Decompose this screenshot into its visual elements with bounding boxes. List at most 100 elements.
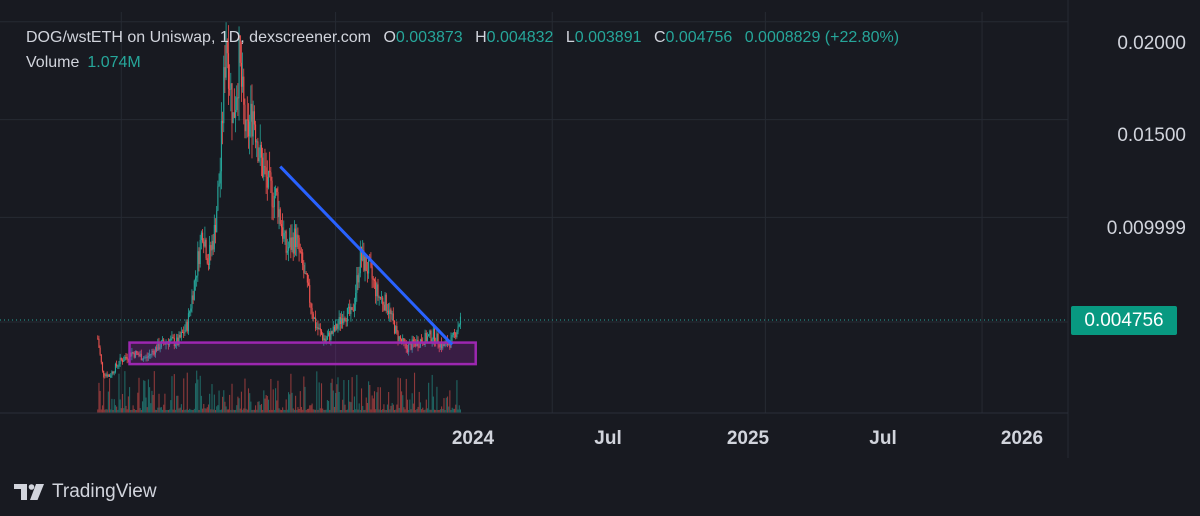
candle-body [146,356,148,358]
candle-body [292,237,294,254]
candle-body [258,157,260,162]
volume-bar [298,409,300,413]
candle-body [249,121,251,137]
candle-body [278,209,280,218]
volume-bar [363,409,365,413]
volume-bar [452,408,454,413]
candle-body [212,240,214,250]
candle-body [458,324,460,327]
volume-bar [337,377,339,413]
candle-body [345,320,347,322]
candle-body [123,360,125,362]
volume-bar [312,409,314,413]
volume-bar [185,409,187,413]
candle-body [344,318,346,321]
volume-bar [404,409,406,413]
candle-body [386,310,389,312]
volume-bar [107,391,109,413]
volume-bar [194,383,197,413]
volume-bar [197,379,199,413]
volume-bar [273,409,275,413]
candle-body [103,370,105,375]
candle-body [423,343,425,345]
volume-bar [372,398,374,413]
volume-bar [423,409,425,413]
x-tick-label: Jul [594,428,622,449]
candle-body [377,284,379,298]
volume-bar [332,390,334,413]
candle-body [331,331,333,334]
volume-bar [326,400,328,413]
candle-body [189,311,191,314]
volume-bar [112,409,114,413]
candle-body [266,176,268,188]
candle-body [150,354,152,356]
candle-body [326,336,328,340]
volume-bar [304,386,306,413]
candle-body [219,171,221,184]
candle-body [134,351,137,358]
volume-bar [413,372,416,413]
candle-body [323,338,325,341]
volume-bar [296,409,298,413]
volume-bar [322,408,324,413]
candle-body [176,337,178,345]
candle-body [211,240,213,251]
volume-bar [237,396,239,413]
candle-body [452,332,454,336]
candle-body [239,35,241,63]
candle-body [296,234,298,248]
candle-body [257,141,259,162]
candle-body [178,335,180,346]
volume-bar [343,380,345,413]
volume-bar [285,399,287,413]
candle-body [357,275,359,283]
candle-body [114,363,116,373]
candle-body [389,309,391,315]
volume-bar [205,408,207,413]
volume-bar [104,409,106,413]
volume-bar [126,409,128,413]
volume-value: 1.074M [87,54,141,71]
volume-bar [167,409,169,413]
volume-bar [144,380,146,413]
volume-bar [206,407,208,413]
candle-body [100,354,102,363]
volume-bar [437,409,439,413]
volume-bar [429,409,431,413]
volume-bar [202,408,204,413]
candle-body [111,371,113,376]
volume-bar [355,409,357,413]
volume-bar [210,409,212,413]
candle-body [287,246,290,251]
x-tick-label: 2026 [1000,428,1044,449]
volume-bar [317,409,319,413]
volume-bar [211,384,213,413]
candle-body [124,356,126,361]
tradingview-logo[interactable]: TradingView [14,479,157,505]
candle-body [349,306,351,315]
candle-body [355,292,357,305]
volume-bar [150,403,152,413]
candle-body [399,336,401,339]
candle-body [337,324,339,329]
candle-body [320,330,323,335]
candle-body [295,228,297,248]
candle-body [273,196,275,207]
candle-body [138,355,140,357]
candle-body [220,120,222,172]
candle-body [184,330,186,334]
candle-body [338,317,340,325]
candle-body [454,332,456,334]
volume-bar [283,409,285,413]
volume-bar [455,404,457,413]
candle-body [282,227,284,239]
trendline[interactable] [279,165,454,346]
volume-bar [305,409,307,413]
candle-body [346,307,348,322]
volume-bar [218,390,220,413]
volume-bar [137,392,139,413]
candle-body [196,275,198,278]
support-zone-rectangle[interactable] [128,341,477,366]
